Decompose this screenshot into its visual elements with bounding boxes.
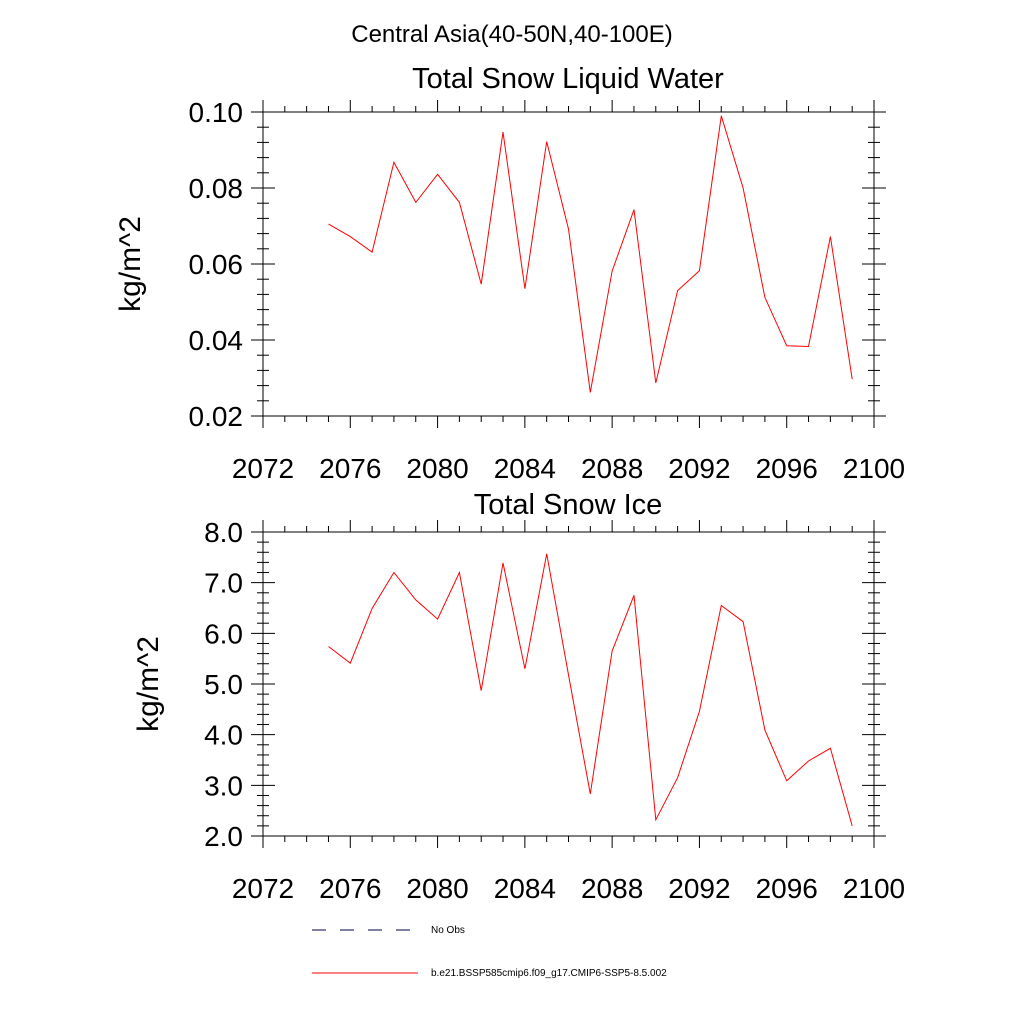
x-tick-label: 2084 <box>494 453 556 484</box>
x-tick-label: 2092 <box>668 873 730 904</box>
y-axis-label: kg/m^2 <box>132 636 165 732</box>
y-tick-label: 0.02 <box>189 401 244 432</box>
panel-title: Total Snow Liquid Water <box>412 63 724 95</box>
legend: No Obs b.e21.BSSP585cmip6.f09_g17.CMIP6-… <box>312 925 667 979</box>
x-tick-label: 2096 <box>756 873 818 904</box>
y-tick-label: 2.0 <box>204 821 243 852</box>
x-tick-label: 2088 <box>581 873 643 904</box>
plot-frame <box>262 531 875 837</box>
x-tick-label: 2100 <box>843 873 905 904</box>
y-tick-label: 3.0 <box>204 770 243 801</box>
x-tick-label: 2076 <box>319 453 381 484</box>
y-axis-label: kg/m^2 <box>114 216 147 312</box>
y-tick-label: 0.08 <box>189 173 244 204</box>
x-tick-label: 2092 <box>668 453 730 484</box>
x-tick-label: 2096 <box>756 453 818 484</box>
plot-frame <box>262 111 875 417</box>
x-tick-label: 2072 <box>232 453 294 484</box>
y-tick-label: 8.0 <box>204 517 243 548</box>
panel-title: Total Snow Ice <box>474 489 663 521</box>
y-tick-label: 0.10 <box>189 97 244 128</box>
series-line <box>328 553 853 827</box>
y-tick-label: 0.04 <box>189 325 244 356</box>
y-tick-label: 7.0 <box>204 568 243 599</box>
panel-snow-liquid-water: Total Snow Liquid Water 2072 2076 2080 2084… <box>114 63 905 484</box>
x-tick-label: 2072 <box>232 873 294 904</box>
legend-label-model: b.e21.BSSP585cmip6.f09_g17.CMIP6-SSP5-8.… <box>431 968 667 979</box>
x-tick-label: 2084 <box>494 873 556 904</box>
y-tick-label: 4.0 <box>204 720 243 751</box>
y-tick-label: 5.0 <box>204 669 243 700</box>
x-tick-label: 2100 <box>843 453 905 484</box>
x-tick-label: 2080 <box>406 873 468 904</box>
x-tick-label: 2076 <box>319 873 381 904</box>
panel-snow-ice: Total Snow Ice 2072 2076 2080 2084 2088 2092 2… <box>132 489 905 904</box>
y-tick-label: 0.06 <box>189 249 244 280</box>
x-tick-label: 2080 <box>406 453 468 484</box>
y-tick-label: 6.0 <box>204 618 243 649</box>
series-line <box>328 115 853 393</box>
figure-title: Central Asia(40-50N,40-100E) <box>351 21 673 48</box>
legend-label-no-obs: No Obs <box>431 925 465 936</box>
x-tick-label: 2088 <box>581 453 643 484</box>
